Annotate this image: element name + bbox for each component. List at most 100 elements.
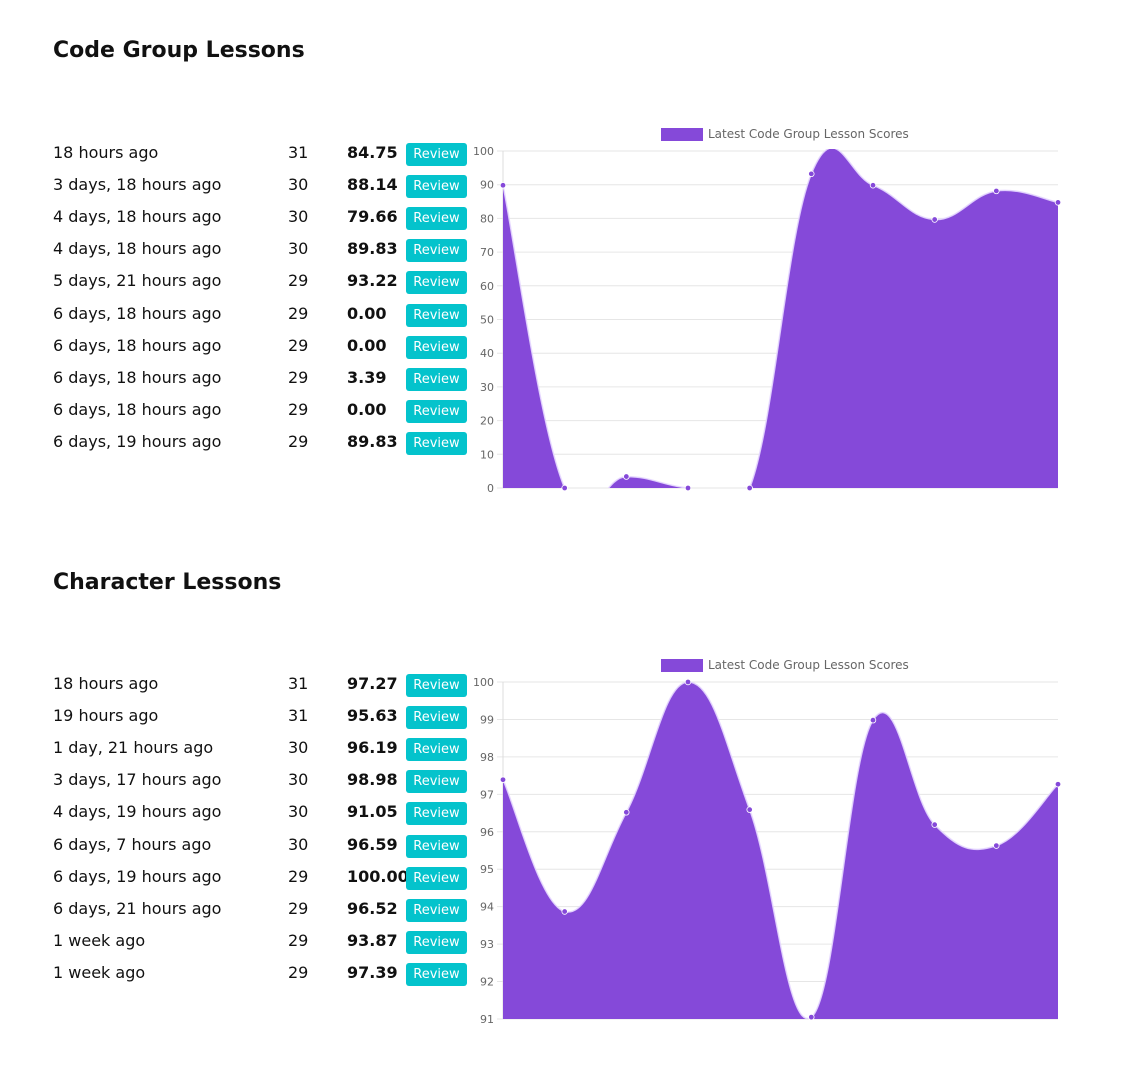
y-tick-label: 97	[480, 788, 494, 801]
review-button[interactable]: Review	[406, 399, 467, 423]
review-button[interactable]: Review	[406, 431, 467, 455]
data-point	[869, 716, 877, 724]
review-button[interactable]: Review	[406, 866, 467, 890]
legend-swatch	[661, 659, 703, 672]
y-tick-label: 98	[480, 751, 494, 764]
lesson-row: 1 week ago 29 97.39 Review	[53, 961, 473, 986]
lesson-count: 30	[288, 207, 309, 227]
review-button[interactable]: Review	[406, 175, 467, 199]
lesson-count: 29	[288, 866, 309, 886]
data-point	[746, 484, 753, 492]
lesson-score: 89.83	[347, 239, 398, 259]
review-button[interactable]: Review	[406, 367, 467, 391]
lesson-score: 96.19	[347, 738, 398, 758]
review-button[interactable]: Review	[406, 271, 467, 295]
y-tick-label: 91	[480, 1013, 494, 1026]
lesson-count: 29	[288, 335, 309, 355]
lesson-time: 19 hours ago	[53, 706, 159, 726]
lesson-score: 97.39	[347, 962, 398, 982]
lesson-score: 79.66	[347, 207, 398, 227]
lesson-score: 96.59	[347, 834, 398, 854]
lesson-time: 6 days, 19 hours ago	[53, 431, 222, 451]
lesson-time: 1 week ago	[53, 962, 146, 982]
lesson-score: 0.00	[347, 303, 387, 323]
review-button[interactable]: Review	[406, 930, 467, 954]
review-button[interactable]: Review	[406, 335, 467, 359]
review-button[interactable]: Review	[406, 802, 467, 826]
lesson-count: 29	[288, 930, 309, 950]
lesson-time: 6 days, 18 hours ago	[53, 399, 222, 419]
data-point	[869, 182, 877, 189]
lesson-row: 6 days, 18 hours ago 29 3.39 Review	[53, 366, 473, 391]
lesson-count: 31	[288, 706, 309, 726]
section-title: Code Group Lessons	[53, 38, 305, 63]
lesson-row: 6 days, 18 hours ago 29 0.00 Review	[53, 334, 473, 359]
lesson-time: 3 days, 18 hours ago	[53, 175, 222, 195]
review-button[interactable]: Review	[406, 303, 467, 327]
review-button[interactable]: Review	[406, 706, 467, 730]
lesson-score: 97.27	[347, 674, 398, 693]
lesson-count: 29	[288, 962, 309, 982]
review-button[interactable]: Review	[406, 143, 467, 166]
review-button[interactable]: Review	[406, 239, 467, 263]
section-title: Character Lessons	[53, 570, 282, 595]
lesson-row: 5 days, 21 hours ago 29 93.22 Review	[53, 269, 473, 295]
y-tick-label: 90	[480, 179, 494, 192]
lesson-row: 18 hours ago 31 84.75 Review	[53, 141, 473, 166]
lesson-time: 1 week ago	[53, 930, 146, 950]
lesson-count: 30	[288, 239, 309, 259]
y-tick-label: 100	[473, 676, 494, 689]
y-tick-label: 0	[487, 482, 494, 495]
lesson-row: 6 days, 19 hours ago 29 100.00 Review	[53, 865, 473, 890]
score-area	[503, 149, 1058, 488]
lesson-score: 0.00	[347, 399, 387, 419]
lesson-row: 3 days, 18 hours ago 30 88.14 Review	[53, 173, 473, 199]
data-point	[931, 821, 938, 828]
lesson-time: 6 days, 21 hours ago	[53, 898, 222, 918]
data-point	[499, 182, 507, 189]
y-tick-label: 94	[480, 901, 494, 914]
review-button[interactable]: Review	[406, 207, 467, 231]
data-point	[746, 806, 753, 813]
y-tick-label: 40	[480, 347, 494, 360]
lesson-count: 30	[288, 770, 309, 790]
legend-label: Latest Code Group Lesson Scores	[708, 658, 909, 672]
lesson-score: 93.22	[347, 271, 398, 291]
review-button[interactable]: Review	[406, 738, 467, 762]
data-point	[684, 678, 692, 686]
lesson-row: 6 days, 19 hours ago 29 89.83 Review	[53, 430, 473, 455]
lesson-count: 29	[288, 898, 309, 918]
review-button[interactable]: Review	[406, 674, 467, 697]
data-point	[808, 170, 815, 178]
chart-legend: Latest Code Group Lesson Scores	[661, 127, 909, 141]
review-button[interactable]: Review	[406, 834, 467, 858]
lesson-count: 30	[288, 738, 309, 758]
lesson-score: 98.98	[347, 770, 398, 790]
lesson-count: 30	[288, 802, 309, 822]
lesson-row: 18 hours ago 31 97.27 Review	[53, 672, 473, 697]
lesson-count: 31	[288, 674, 309, 693]
lesson-row: 4 days, 18 hours ago 30 89.83 Review	[53, 237, 473, 263]
lesson-score: 91.05	[347, 802, 398, 822]
chart-legend: Latest Code Group Lesson Scores	[661, 658, 909, 672]
lesson-row: 6 days, 21 hours ago 29 96.52 Review	[53, 897, 473, 922]
review-button[interactable]: Review	[406, 962, 467, 986]
y-tick-label: 92	[480, 976, 494, 989]
lesson-score: 95.63	[347, 706, 398, 726]
lesson-time: 4 days, 18 hours ago	[53, 239, 222, 259]
review-button[interactable]: Review	[406, 898, 467, 922]
lesson-time: 3 days, 17 hours ago	[53, 770, 222, 790]
review-button[interactable]: Review	[406, 770, 467, 794]
lesson-row: 1 week ago 29 93.87 Review	[53, 929, 473, 954]
lesson-row: 4 days, 18 hours ago 30 79.66 Review	[53, 205, 473, 231]
y-tick-label: 70	[480, 246, 494, 259]
y-tick-label: 60	[480, 280, 494, 293]
legend-swatch	[661, 128, 703, 141]
y-tick-label: 95	[480, 863, 494, 876]
lesson-time: 6 days, 18 hours ago	[53, 303, 222, 323]
lesson-time: 6 days, 18 hours ago	[53, 335, 222, 355]
lesson-count: 29	[288, 303, 309, 323]
lesson-score: 100.00	[347, 866, 409, 886]
data-point	[561, 908, 568, 915]
lesson-time: 1 day, 21 hours ago	[53, 738, 214, 758]
